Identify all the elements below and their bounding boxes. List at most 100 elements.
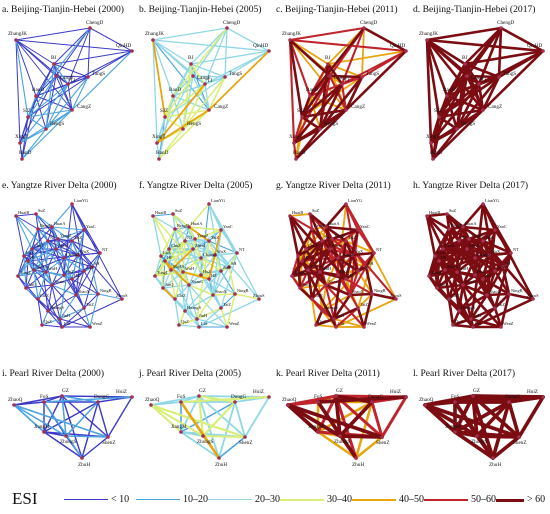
esi-link [300, 115, 322, 131]
city-node [340, 82, 344, 86]
esi-link [340, 49, 408, 86]
esi-link [158, 109, 210, 160]
esi-link [97, 293, 123, 300]
city-node [207, 239, 211, 243]
esi-link [45, 63, 55, 130]
city-node [187, 283, 191, 287]
esi-link [180, 401, 236, 433]
esi-link [318, 75, 364, 131]
esi-link [336, 256, 348, 281]
city-label: XingT [289, 134, 303, 140]
esi-link [208, 203, 222, 272]
city-label: TaiZ [348, 235, 356, 240]
esi-link [425, 26, 503, 42]
esi-link [71, 240, 101, 254]
city-node [183, 309, 187, 313]
esi-link [296, 239, 324, 258]
esi-link [190, 63, 206, 85]
city-label: CangZ [214, 104, 228, 110]
esi-link [228, 266, 236, 295]
esi-link [350, 251, 376, 257]
esi-link [201, 400, 237, 438]
esi-link [493, 292, 511, 310]
esi-link [164, 248, 194, 262]
city-label: TangS [503, 71, 516, 77]
city-node [481, 277, 485, 281]
city-label: ChuZ [445, 243, 455, 248]
city-node [344, 202, 348, 206]
city-node [42, 400, 46, 404]
esi-link [152, 215, 170, 250]
esi-link [332, 293, 352, 321]
city-label: TaiZ [360, 302, 368, 307]
city-label: ZhouS [253, 293, 265, 298]
esi-link [160, 248, 194, 257]
esi-link [15, 39, 133, 52]
esi-link [200, 254, 216, 259]
city-label: NJ [324, 235, 329, 240]
city-node [465, 247, 469, 251]
city-node [82, 228, 86, 232]
city-node [90, 265, 94, 269]
city-label: TaiZ [497, 302, 505, 307]
esi-link [65, 435, 109, 438]
esi-link [184, 240, 216, 256]
city-label: ZhangJK [419, 31, 438, 37]
esi-link [51, 284, 77, 296]
city-node [471, 394, 475, 398]
esi-link [43, 431, 83, 459]
esi-link [344, 269, 360, 281]
city-label: WuX [491, 249, 501, 254]
esi-link [91, 252, 101, 268]
city-label: QinHD [390, 43, 406, 49]
city-label: NT [239, 247, 245, 252]
esi-link [196, 294, 214, 320]
city-node [469, 317, 473, 321]
city-node [203, 82, 207, 86]
esi-link [154, 271, 184, 277]
esi-link [461, 256, 477, 287]
city-label: QuZ [44, 319, 52, 324]
esi-link [457, 283, 465, 313]
esi-link [150, 395, 200, 406]
city-node [338, 434, 342, 438]
legend-text: 10–20 [183, 494, 208, 505]
esi-link [17, 269, 35, 277]
esi-link [321, 284, 327, 312]
city-node [211, 293, 215, 297]
city-node [404, 49, 408, 53]
esi-link [311, 298, 317, 326]
esi-link [433, 227, 451, 258]
esi-link [292, 127, 322, 145]
esi-link [475, 400, 511, 438]
esi-link [59, 318, 91, 328]
city-node [32, 268, 36, 272]
esi-link [192, 248, 202, 259]
city-label: LianYG [74, 198, 88, 203]
esi-link [55, 248, 65, 259]
esi-link [325, 257, 339, 286]
city-label: TangS [92, 71, 105, 77]
city-node [46, 239, 50, 243]
city-node [372, 251, 376, 255]
esi-link [170, 248, 194, 271]
city-node [98, 251, 102, 255]
city-label: MaAS [36, 264, 48, 269]
city-node [153, 274, 157, 278]
esi-link [152, 27, 228, 41]
city-node [169, 268, 173, 272]
esi-link [433, 254, 459, 274]
city-node [304, 247, 308, 251]
panel-c: c. Beijing-Tianjin-Hebei (2011) ChengD Zha… [276, 4, 412, 168]
esi-link [218, 436, 246, 459]
esi-link [226, 293, 236, 328]
city-label: ChengD [360, 20, 378, 26]
city-node [427, 274, 431, 278]
esi-link [457, 293, 489, 313]
city-label: ShaoX [352, 289, 365, 294]
city-node [457, 309, 461, 313]
panel-g: g. Yangtze River Delta (2011) LianYG HuaiB… [276, 180, 412, 362]
esi-link [364, 251, 376, 269]
esi-link [461, 225, 497, 232]
city-node [213, 253, 217, 257]
